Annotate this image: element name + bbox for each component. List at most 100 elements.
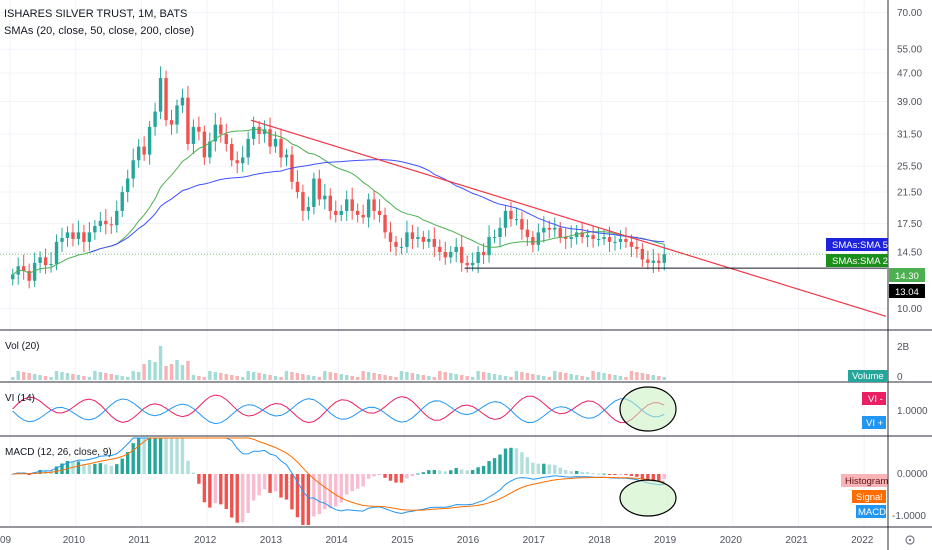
macd-histogram-bar (470, 470, 475, 474)
candle-body (147, 126, 152, 155)
candle-body (82, 232, 86, 242)
volume-bar (65, 373, 70, 380)
time-tick-label-7: 2016 (457, 535, 480, 546)
volume-pane[interactable]: Vol (20) 2B 0 Volume (5, 341, 910, 383)
candle-body (54, 241, 59, 265)
macd-histogram-bar (503, 448, 508, 474)
macd-tag: MACD (856, 505, 886, 518)
time-tick-label-9: 2018 (588, 535, 611, 546)
time-tick-label-5: 2014 (326, 535, 349, 546)
candle-body (657, 260, 661, 263)
macd-histogram-bar (591, 473, 595, 475)
volume-tick-0: 0 (897, 372, 903, 383)
macd-histogram-bar (476, 467, 480, 474)
macd-histogram-bar (377, 474, 382, 476)
macd-histogram-bar (345, 474, 349, 495)
time-axis[interactable]: 09 2010 2011 2012 2013 2014 2015 2016 2017 2018 20… (0, 535, 874, 546)
volume-bar (87, 377, 92, 380)
macd-histogram-bar (82, 464, 86, 474)
volume-bar (350, 376, 354, 380)
macd-histogram-bar (646, 474, 650, 482)
vortex-indicator-pane[interactable]: VI (14) 1.0000 VI - VI + (5, 386, 928, 432)
macd-histogram-bar (361, 474, 365, 487)
macd-histogram-bar (438, 470, 442, 474)
volume-bar (449, 373, 453, 380)
candle-body (246, 138, 250, 158)
volume-bar (306, 375, 311, 380)
macd-histogram-bar (11, 474, 15, 475)
macd-histogram-bar (93, 463, 97, 474)
candle-body (306, 206, 311, 211)
vi-highlight-ellipse (619, 386, 677, 432)
candle-body (405, 232, 409, 247)
candle-body (629, 241, 634, 247)
volume-bar (536, 375, 541, 380)
macd-histogram-bar (169, 438, 174, 474)
macd-histogram-bar (553, 464, 557, 474)
volume-bar (542, 376, 546, 380)
candle-body (547, 227, 551, 230)
trendline[interactable] (250, 119, 887, 317)
macd-highlight-ellipse (619, 479, 677, 517)
volume-bar (142, 364, 146, 380)
macd-histogram-bar (449, 470, 453, 474)
price-tick-label-1: 55.00 (897, 45, 922, 56)
macd-histogram-bar (651, 474, 656, 482)
volume-bar (82, 376, 86, 380)
volume-bar (454, 374, 458, 380)
candle-body (323, 195, 327, 200)
candle-body (580, 232, 584, 238)
volume-bar (646, 374, 650, 380)
volume-bar (328, 372, 332, 380)
macd-histogram-bar (607, 474, 612, 475)
volume-bar (438, 371, 442, 380)
candle-body (651, 260, 656, 263)
macd-histogram-bar (312, 474, 316, 517)
volume-bar (71, 374, 75, 380)
macd-histogram-bar (230, 474, 234, 518)
macd-histogram-bar (459, 469, 464, 474)
candle-body (618, 238, 623, 242)
macd-histogram-bar (71, 461, 75, 474)
volume-bar (191, 375, 196, 380)
candle-body (531, 237, 535, 245)
macd-histogram-bar (235, 474, 239, 523)
candle-body (32, 262, 37, 281)
volume-bar (547, 377, 551, 380)
vi-minus-line (12, 394, 665, 424)
volume-bar (186, 361, 190, 380)
volume-bar (569, 374, 573, 380)
candle-body (93, 226, 97, 233)
macd-histogram-bar (596, 473, 601, 475)
macd-histogram-bar (147, 438, 152, 474)
volume-bar (399, 371, 404, 380)
macd-histogram-bar (76, 461, 81, 474)
svg-text:13.04: 13.04 (895, 287, 919, 298)
candle-body (361, 214, 365, 218)
chart-title: ISHARES SILVER TRUST, 1M, BATS (4, 8, 187, 20)
price-pane[interactable] (0, 66, 887, 317)
time-tick-label-10: 2019 (654, 535, 677, 546)
volume-bar (394, 377, 398, 380)
volume-bar (405, 372, 409, 380)
price-axis[interactable]: 70.00 55.00 47.00 39.00 31.50 25.50 21.50 17.50… (897, 8, 922, 315)
gear-icon[interactable] (905, 535, 915, 545)
sma50-tag: SMAs:SMA 50 (826, 238, 893, 251)
volume-bar (421, 375, 426, 380)
volume-bar (558, 372, 562, 380)
macd-histogram-bar (547, 464, 551, 474)
volume-bar (481, 372, 486, 380)
macd-pane[interactable]: MACD (12, 26, close, 9) 0.0000 -1.0000 H… (5, 437, 928, 525)
volume-bar (273, 376, 278, 380)
candle-body (454, 246, 458, 253)
volume-bar (38, 375, 42, 380)
volume-bar (175, 360, 179, 380)
macd-histogram-bar (38, 469, 42, 474)
sma20-tag: SMAs:SMA 20 (826, 254, 893, 267)
vi-minus-tag: VI - (862, 392, 886, 405)
candle-body (553, 227, 557, 230)
macd-histogram-bar (405, 474, 409, 479)
volume-bar (640, 373, 645, 380)
candle-body (564, 237, 568, 239)
